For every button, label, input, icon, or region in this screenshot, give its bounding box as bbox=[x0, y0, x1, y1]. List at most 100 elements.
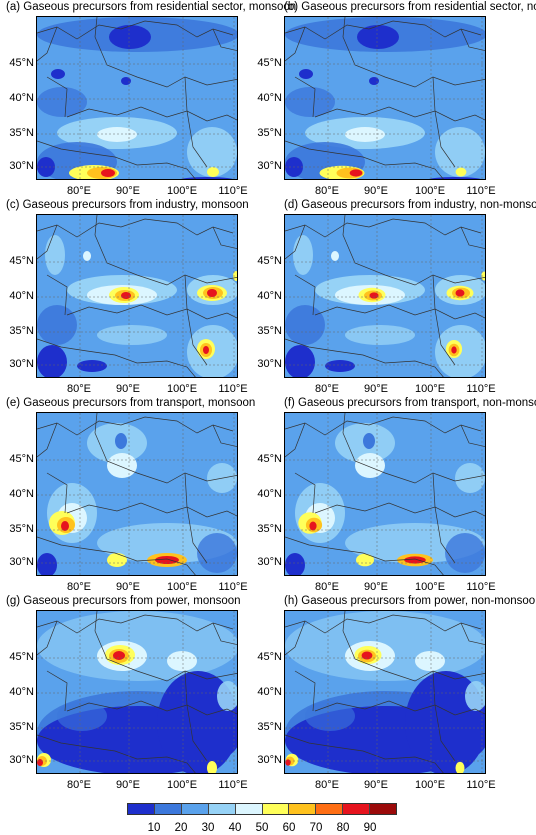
contour-patch bbox=[203, 346, 209, 354]
longitude-label: 80°E bbox=[315, 383, 339, 395]
longitude-label: 100°E bbox=[166, 779, 198, 791]
border-line bbox=[285, 734, 444, 773]
latitude-label: 35°N bbox=[9, 325, 34, 337]
contour-patch bbox=[345, 325, 415, 345]
latitude-label: 30°N bbox=[257, 754, 282, 766]
latitude-label: 35°N bbox=[9, 523, 34, 535]
border-line bbox=[184, 670, 208, 762]
contour-patch bbox=[83, 251, 91, 261]
contour-patch bbox=[345, 127, 385, 142]
border-line bbox=[294, 670, 316, 712]
map-panel-power-monsoon bbox=[36, 610, 238, 774]
colorbar-swatch bbox=[208, 804, 236, 814]
latitude-label: 45°N bbox=[9, 57, 34, 69]
longitude-label: 100°E bbox=[166, 383, 198, 395]
border-line bbox=[37, 734, 196, 773]
border-line bbox=[37, 26, 58, 62]
panel-title: (b) Gaseous precursors from residential … bbox=[284, 1, 536, 13]
contour-patch bbox=[37, 345, 67, 377]
contour-patch bbox=[51, 69, 65, 79]
longitude-label: 90°E bbox=[116, 383, 140, 395]
latitude-label: 30°N bbox=[9, 160, 34, 172]
contour-patch bbox=[37, 305, 77, 345]
contour-patch bbox=[37, 553, 57, 575]
contour-patch bbox=[285, 305, 325, 345]
contour-patch bbox=[369, 77, 379, 85]
contour-patch bbox=[217, 681, 237, 711]
border-line bbox=[432, 274, 456, 366]
border-line bbox=[294, 274, 316, 316]
contour-patch bbox=[57, 701, 107, 731]
longitude-label: 100°E bbox=[414, 779, 446, 791]
colorbar-swatch bbox=[370, 804, 397, 814]
contour-patch bbox=[77, 360, 107, 372]
border-line bbox=[314, 106, 485, 122]
panel-title: (e) Gaseous precursors from transport, m… bbox=[6, 397, 256, 409]
panel-title: (c) Gaseous precursors from industry, mo… bbox=[6, 199, 249, 211]
border-line bbox=[342, 17, 485, 88]
border-line bbox=[432, 76, 456, 168]
colorbar-swatch bbox=[343, 804, 371, 814]
border-line bbox=[314, 700, 485, 716]
longitude-label: 110°E bbox=[466, 383, 496, 395]
contour-patch bbox=[37, 759, 43, 766]
contour-patch bbox=[113, 651, 125, 660]
latitude-label: 45°N bbox=[9, 255, 34, 267]
latitude-label: 35°N bbox=[9, 127, 34, 139]
contour-map bbox=[37, 17, 237, 179]
panel-title: (a) Gaseous precursors from residential … bbox=[6, 1, 297, 13]
latitude-label: 35°N bbox=[257, 523, 282, 535]
contour-patch bbox=[37, 87, 87, 117]
contour-patch bbox=[415, 651, 445, 671]
border-line bbox=[294, 76, 316, 118]
map-panel-residential-non-monsoon bbox=[284, 16, 486, 180]
contour-patch bbox=[356, 553, 374, 567]
border-line bbox=[285, 224, 306, 260]
contour-map bbox=[37, 413, 237, 575]
border-line bbox=[37, 536, 196, 575]
border-line bbox=[342, 215, 485, 286]
longitude-label: 90°E bbox=[364, 185, 388, 197]
contour-patch bbox=[207, 761, 217, 773]
contour-patch bbox=[285, 345, 315, 377]
border-line bbox=[212, 28, 237, 51]
longitude-label: 80°E bbox=[67, 185, 91, 197]
border-line bbox=[94, 611, 237, 682]
border-line bbox=[460, 28, 485, 51]
contour-patch bbox=[97, 325, 167, 345]
border-line bbox=[294, 472, 316, 514]
border-line bbox=[184, 76, 208, 168]
contour-patch bbox=[285, 759, 291, 766]
border-line bbox=[212, 424, 237, 447]
border-line bbox=[66, 700, 237, 716]
longitude-label: 80°E bbox=[315, 185, 339, 197]
contour-patch bbox=[465, 681, 485, 711]
latitude-label: 40°N bbox=[257, 92, 282, 104]
latitude-label: 40°N bbox=[257, 686, 282, 698]
border-line bbox=[285, 422, 306, 458]
latitude-label: 30°N bbox=[257, 160, 282, 172]
border-line bbox=[285, 416, 482, 436]
colorbar-tick-label: 90 bbox=[363, 822, 377, 834]
border-line bbox=[37, 140, 196, 179]
contour-patch bbox=[121, 77, 131, 85]
colorbar-swatch bbox=[316, 804, 344, 814]
contour-map bbox=[37, 215, 237, 377]
border-line bbox=[212, 226, 237, 249]
border-line bbox=[212, 622, 237, 645]
contour-patch bbox=[455, 289, 465, 297]
longitude-label: 80°E bbox=[67, 383, 91, 395]
border-line bbox=[285, 20, 482, 40]
border-line bbox=[285, 338, 444, 377]
colorbar-swatch bbox=[128, 804, 155, 814]
contour-patch bbox=[157, 671, 237, 773]
panel-title: (h) Gaseous precursors from power, non-m… bbox=[284, 595, 536, 607]
contour-patch bbox=[197, 533, 237, 573]
latitude-label: 40°N bbox=[9, 92, 34, 104]
longitude-label: 110°E bbox=[218, 779, 248, 791]
latitude-label: 30°N bbox=[257, 556, 282, 568]
longitude-label: 90°E bbox=[364, 383, 388, 395]
border-line bbox=[66, 106, 237, 122]
contour-patch bbox=[121, 292, 131, 299]
border-line bbox=[66, 502, 237, 518]
